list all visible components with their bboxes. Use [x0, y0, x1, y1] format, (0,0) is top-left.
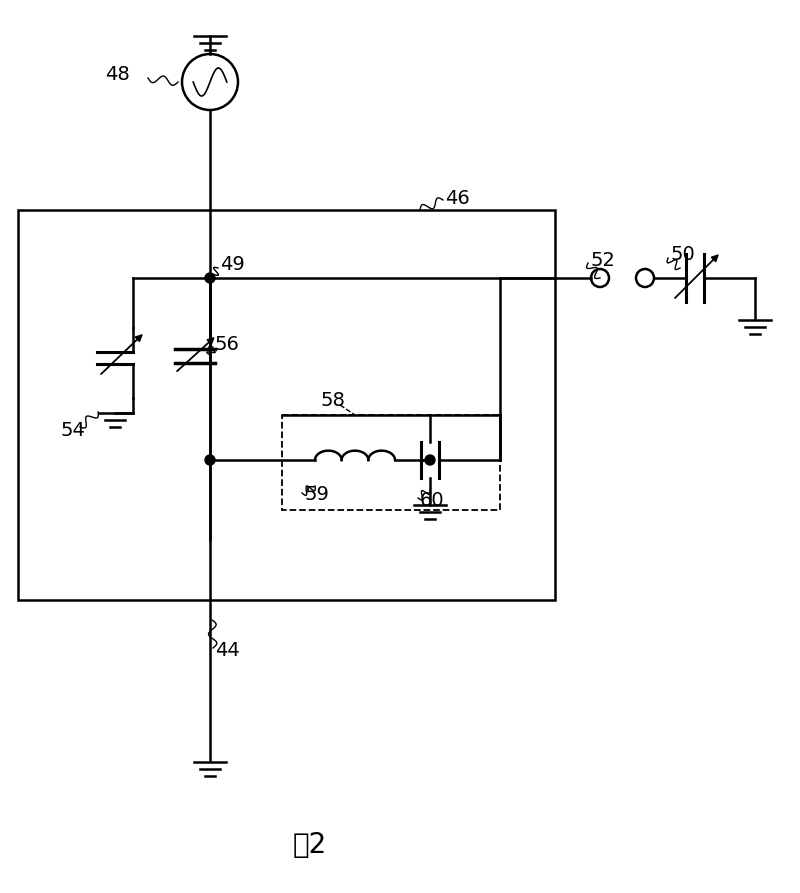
Text: 46: 46	[445, 188, 470, 207]
Text: 54: 54	[60, 421, 85, 439]
Text: 60: 60	[420, 490, 445, 510]
Text: 50: 50	[670, 246, 694, 264]
Circle shape	[205, 273, 215, 283]
Text: 49: 49	[220, 255, 245, 274]
Text: 59: 59	[305, 486, 330, 505]
Text: 52: 52	[590, 251, 615, 270]
Bar	[18, 210, 555, 600]
Bar	[282, 415, 500, 510]
Circle shape	[425, 455, 435, 465]
Text: 58: 58	[320, 390, 345, 410]
Text: 图2: 图2	[293, 831, 327, 859]
Text: 48: 48	[105, 65, 130, 85]
Text: 56: 56	[215, 336, 240, 355]
Circle shape	[205, 455, 215, 465]
Text: 44: 44	[215, 640, 240, 660]
